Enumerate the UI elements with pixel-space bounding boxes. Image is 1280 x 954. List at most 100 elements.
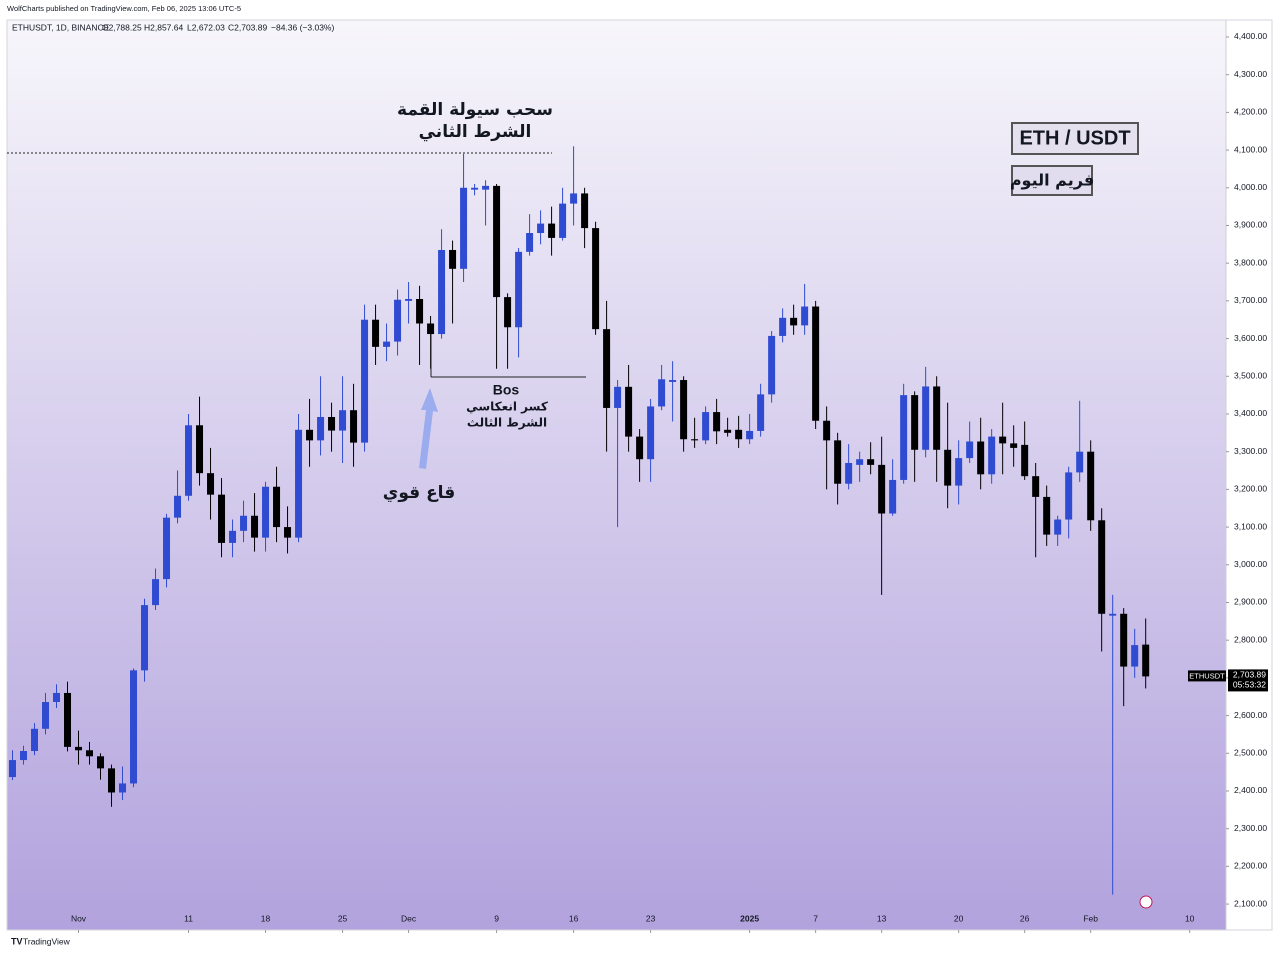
candle-body xyxy=(1065,472,1073,520)
candle-body xyxy=(339,410,347,431)
candle-body xyxy=(966,441,974,459)
candle-body xyxy=(812,306,820,421)
candle-body xyxy=(64,692,72,747)
x-tick-label: 13 xyxy=(877,913,887,923)
candle-body xyxy=(394,299,402,342)
y-tick-label: 3,700.00 xyxy=(1234,295,1267,305)
candle-body xyxy=(713,412,721,432)
candle-body xyxy=(977,441,985,475)
candle-body xyxy=(273,486,281,528)
candle-body xyxy=(779,317,787,336)
candle-body xyxy=(790,317,798,326)
candle-body xyxy=(933,386,941,450)
candle-body xyxy=(944,449,952,486)
candle-body xyxy=(438,249,446,335)
candle-body xyxy=(680,380,688,440)
price-tag: 2,703.89 xyxy=(1233,670,1266,680)
candle-body xyxy=(163,517,171,580)
candle-body xyxy=(988,436,996,475)
candle-body xyxy=(922,386,930,450)
annotation: الشرط الثاني xyxy=(419,122,532,142)
candle-body xyxy=(460,187,468,269)
candle-body xyxy=(218,494,226,543)
candle-body xyxy=(108,768,116,793)
symbol-tag-bg xyxy=(1188,670,1226,682)
y-tick-label: 4,100.00 xyxy=(1234,144,1267,154)
candle-body xyxy=(658,379,666,407)
x-tick-label: 2025 xyxy=(740,913,759,923)
y-tick-label: 2,600.00 xyxy=(1234,710,1267,720)
candle-body xyxy=(9,760,17,778)
candle-body xyxy=(537,223,545,234)
candle-body xyxy=(1087,451,1095,521)
candle-body xyxy=(449,249,457,269)
close: C2,703.89 xyxy=(228,22,267,32)
candle-body xyxy=(504,297,512,328)
y-tick-label: 2,500.00 xyxy=(1234,748,1267,758)
annotation: كسر انعكاسي xyxy=(466,400,548,414)
x-tick-label: 9 xyxy=(494,913,499,923)
x-tick-label: 16 xyxy=(569,913,579,923)
candle-body xyxy=(559,203,567,238)
candle-body xyxy=(427,323,435,335)
candle-body xyxy=(383,341,391,347)
candle-body xyxy=(900,395,908,480)
candle-body xyxy=(614,386,622,408)
published-note: WolfCharts published on TradingView.com,… xyxy=(7,4,241,13)
candle-body xyxy=(328,416,336,431)
candle-body xyxy=(548,223,556,238)
x-tick-label: 7 xyxy=(813,913,818,923)
candle-body xyxy=(999,436,1007,444)
x-tick-label: 25 xyxy=(338,913,348,923)
candle-body xyxy=(570,193,578,204)
candle-body xyxy=(350,410,358,443)
candle-body xyxy=(856,459,864,465)
event-icon[interactable] xyxy=(1139,895,1153,909)
candle-body xyxy=(526,233,534,252)
y-tick-label: 3,600.00 xyxy=(1234,333,1267,343)
candle-body xyxy=(592,228,600,330)
open: O2,788.25 xyxy=(102,22,142,32)
annotation: سحب سيولة القمة xyxy=(397,100,553,120)
candle-body xyxy=(416,298,424,324)
timeframe-label: فريم اليوم xyxy=(1010,171,1094,190)
candle-body xyxy=(834,440,842,484)
candle-body xyxy=(1032,476,1040,497)
candle-body xyxy=(141,605,149,671)
change: −84.36 (−3.03%) xyxy=(271,22,334,32)
x-tick-label: 20 xyxy=(954,913,964,923)
candle-body xyxy=(229,530,237,543)
y-tick-label: 4,400.00 xyxy=(1234,31,1267,41)
annotation: Bos xyxy=(493,382,520,398)
candle-body xyxy=(295,429,303,538)
candle-body xyxy=(262,486,270,538)
y-tick-label: 3,300.00 xyxy=(1234,446,1267,456)
price-tag-bg xyxy=(1228,669,1268,692)
brand: TradingView xyxy=(23,936,71,946)
candle-body xyxy=(768,335,776,395)
candle-body xyxy=(196,425,204,474)
y-tick-label: 3,100.00 xyxy=(1234,521,1267,531)
candle-body xyxy=(669,380,677,382)
candle-body xyxy=(185,425,193,496)
x-tick-label: Dec xyxy=(401,913,417,923)
candle-body xyxy=(1021,444,1029,477)
y-tick-label: 3,500.00 xyxy=(1234,371,1267,381)
annotation: الشرط الثالث xyxy=(467,416,547,430)
y-tick-label: 2,300.00 xyxy=(1234,823,1267,833)
y-tick-label: 2,200.00 xyxy=(1234,861,1267,871)
candle-body xyxy=(284,527,292,538)
symbol-tag: ETHUSDT xyxy=(1189,671,1225,680)
x-tick-label: 10 xyxy=(1185,913,1195,923)
candle-body xyxy=(31,728,39,752)
candle-body xyxy=(1131,645,1139,667)
candle-body xyxy=(1043,496,1051,535)
candle-body xyxy=(53,692,61,703)
candle-body xyxy=(240,515,248,531)
annotation: قاع قوي xyxy=(383,483,455,503)
x-tick-label: 26 xyxy=(1020,913,1030,923)
candle-body xyxy=(152,579,160,606)
candle-body xyxy=(867,459,875,465)
candle-body xyxy=(955,458,963,486)
